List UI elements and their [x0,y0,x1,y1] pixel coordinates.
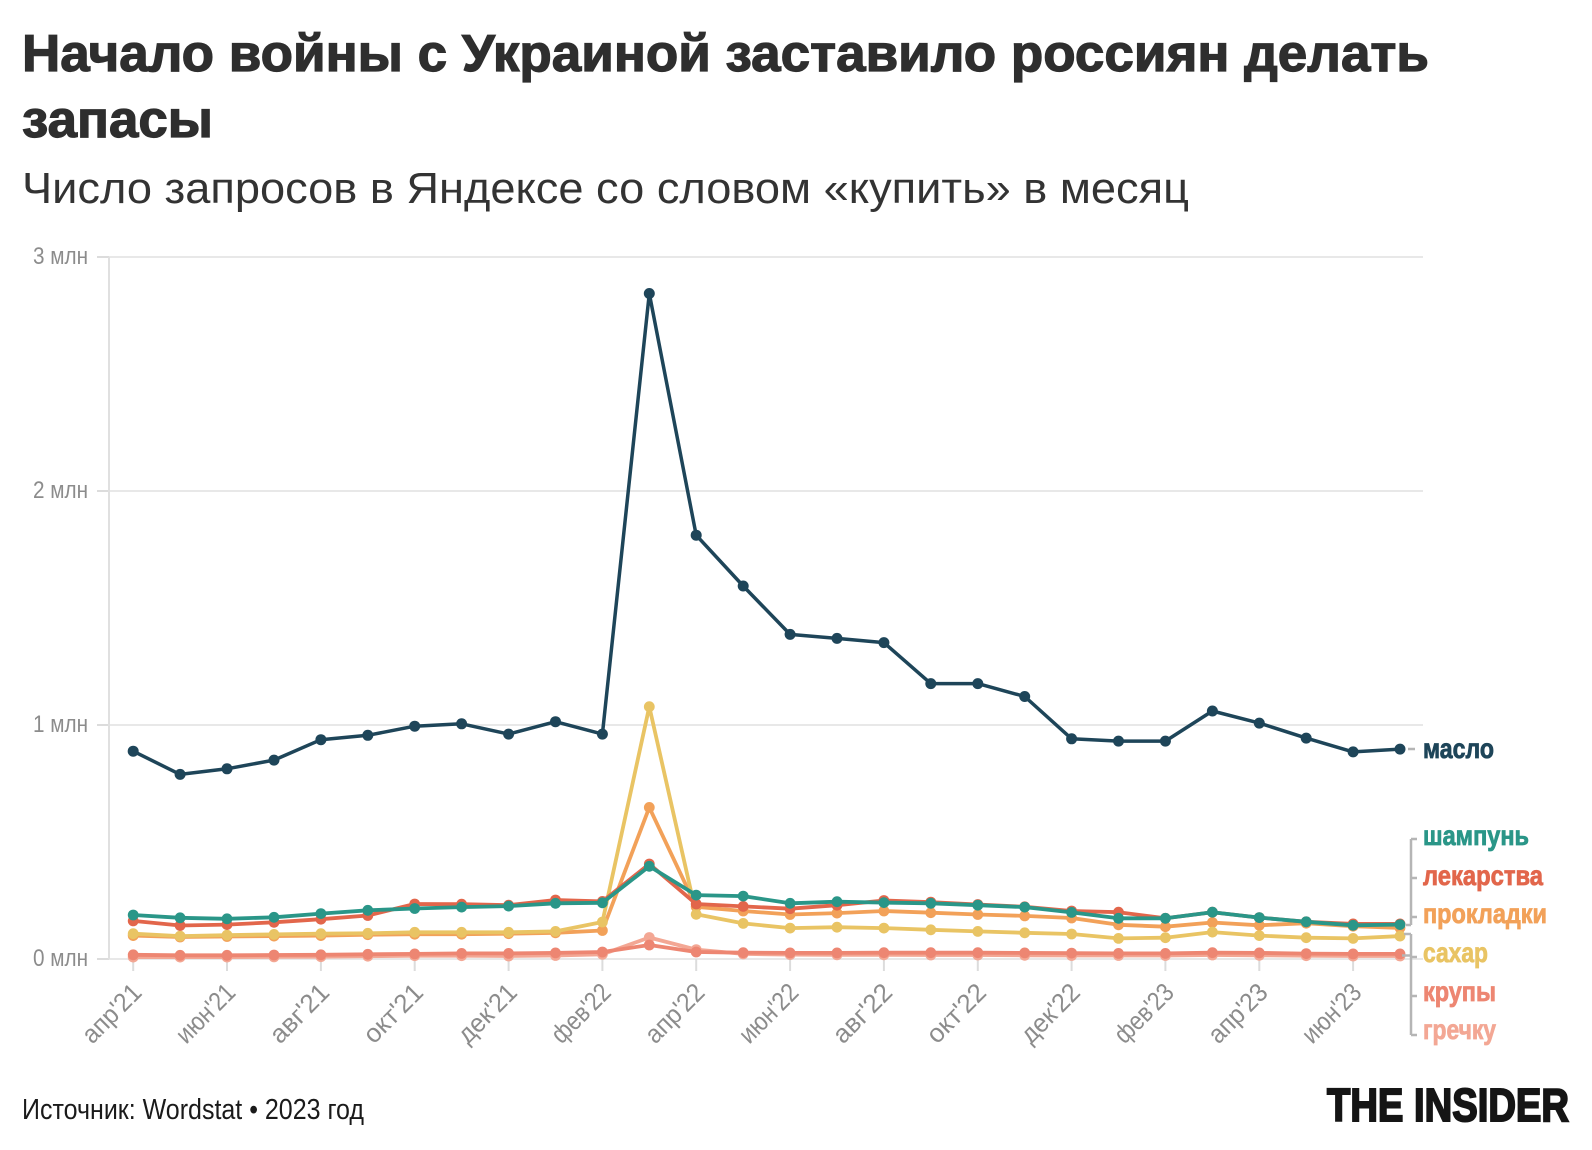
svg-text:THE INSIDER: THE INSIDER [1327,1079,1569,1131]
svg-text:крупы: крупы [1423,976,1496,1007]
svg-text:Начало войны с Украиной застав: Начало войны с Украиной заставило россия… [22,25,1429,83]
svg-text:2 млн: 2 млн [33,477,88,504]
svg-text:масло: масло [1423,733,1494,764]
svg-text:3 млн: 3 млн [33,243,88,270]
svg-text:запасы: запасы [22,91,213,149]
svg-text:Число запросов в Яндексе со сл: Число запросов в Яндексе со словом «купи… [22,164,1189,213]
svg-text:гречку: гречку [1423,1014,1496,1045]
svg-text:шампунь: шампунь [1423,820,1529,851]
svg-text:1 млн: 1 млн [33,711,88,738]
svg-text:сахар: сахар [1423,937,1488,968]
svg-text:0 млн: 0 млн [33,945,88,972]
svg-text:лекарства: лекарства [1423,860,1543,891]
svg-text:Источник: Wordstat • 2023 год: Источник: Wordstat • 2023 год [22,1094,364,1126]
svg-text:прокладки: прокладки [1423,898,1547,929]
